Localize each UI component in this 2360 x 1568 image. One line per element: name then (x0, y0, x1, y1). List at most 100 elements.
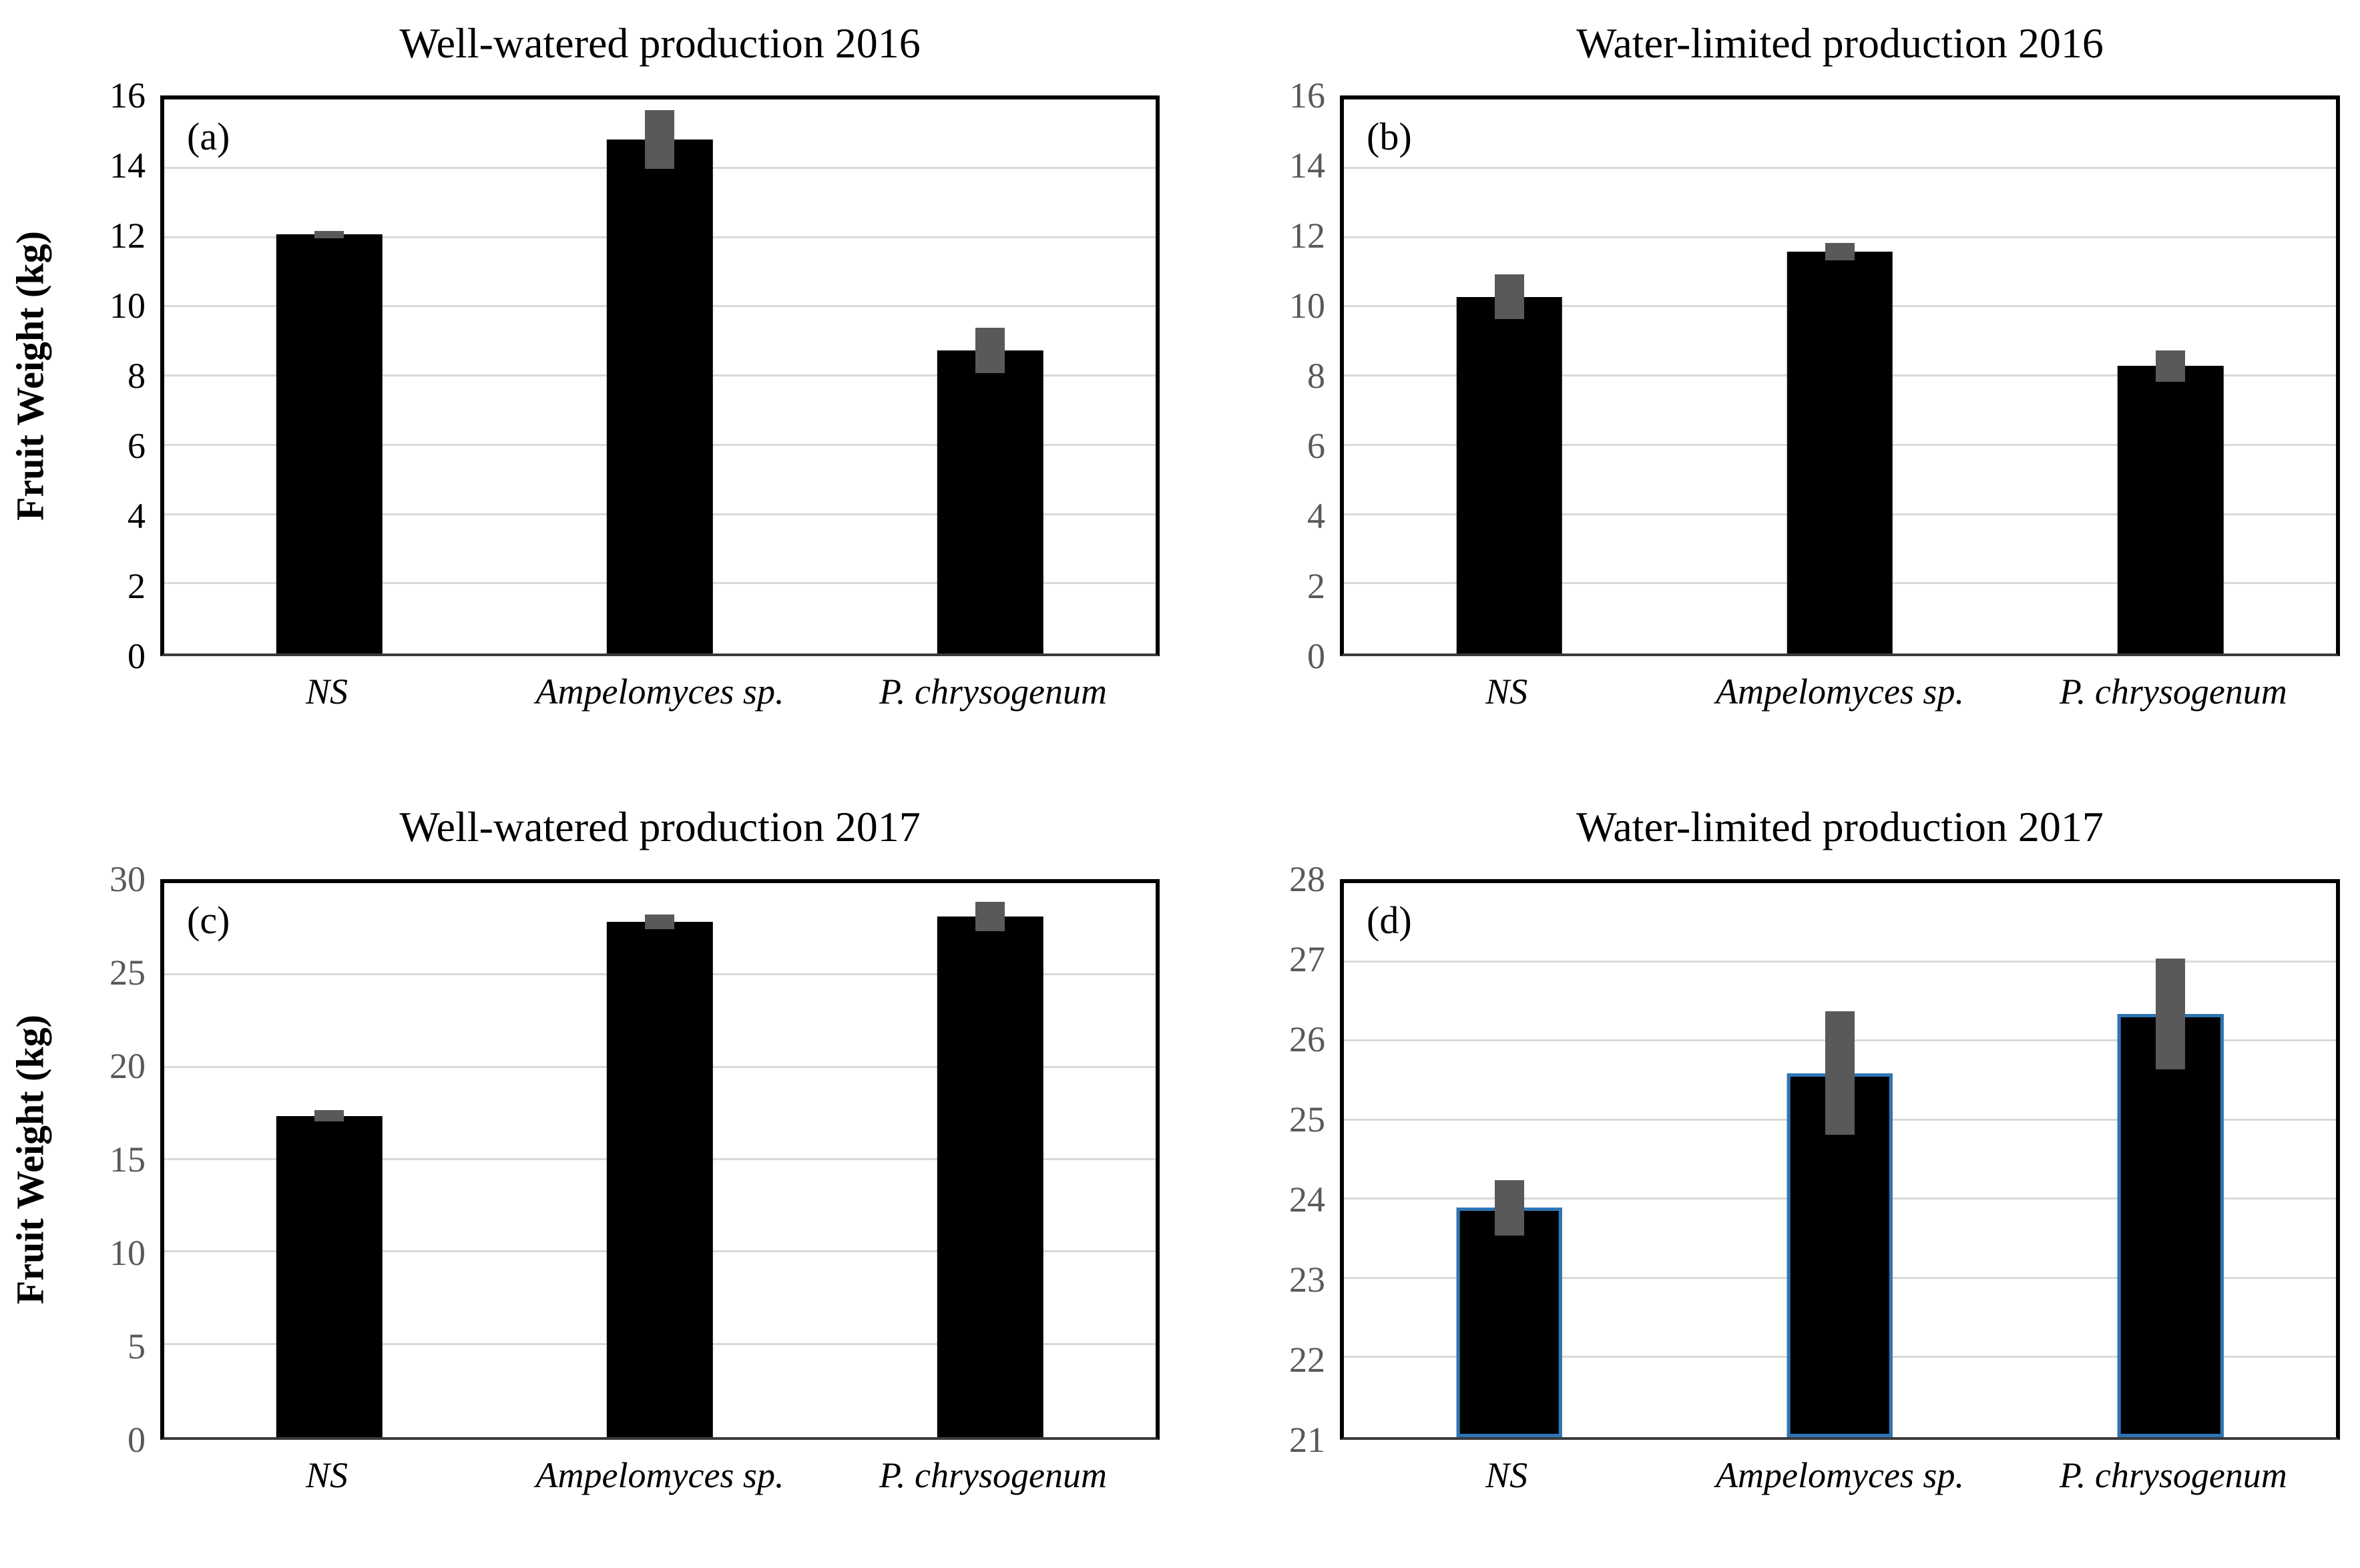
bar-slot (825, 99, 1156, 654)
y-tick-label: 20 (109, 1046, 146, 1087)
error-bar-line (1838, 1011, 1842, 1135)
plot-area: (b) (1340, 95, 2340, 656)
bar-slot (1674, 883, 2005, 1437)
y-tick-label: 8 (128, 356, 146, 396)
y-tick-label: 16 (109, 75, 146, 115)
error-bar (1494, 1180, 1524, 1236)
y-tick-label: 2 (128, 566, 146, 606)
y-tick-label: 25 (1289, 1099, 1325, 1139)
bar-slot (495, 883, 825, 1437)
panel-letter: (c) (187, 898, 230, 942)
error-bar-line (988, 901, 992, 931)
error-bar-line (1838, 243, 1842, 261)
y-axis-title: Fruit Weight (kg) (8, 1015, 52, 1304)
bar-ampelomyces-sp- (607, 922, 713, 1437)
x-category-label: Ampelomyces sp. (1716, 672, 1964, 712)
y-axis-ticks: 21 22 23 24 25 26 27 28 (1240, 861, 1340, 1458)
panel-d: Water-limited production 2017 21 22 23 24 25… (1180, 784, 2360, 1568)
y-axis-title (1180, 95, 1240, 656)
bar-ns (276, 1115, 383, 1437)
x-category-label: P. chrysogenum (879, 672, 1107, 712)
y-tick-label: 27 (1289, 939, 1325, 979)
x-category-label: P. chrysogenum (879, 1455, 1107, 1495)
error-bar-line (1507, 274, 1511, 320)
y-tick-label: 21 (1289, 1420, 1325, 1460)
plot-area: (d) (1340, 879, 2340, 1440)
chart-title: Water-limited production 2017 (1576, 803, 2104, 850)
bar-p-chrysogenum (937, 350, 1043, 654)
panel-c: Well-watered production 2017 Fruit Weigh… (0, 784, 1180, 1568)
error-bar (2156, 350, 2186, 382)
error-bar (645, 914, 675, 930)
panel-letter: (b) (1367, 115, 1412, 158)
error-bar (975, 901, 1005, 932)
x-category-label: Ampelomyces sp. (535, 672, 784, 712)
error-bar-line (1507, 1180, 1511, 1236)
bar-slot (164, 99, 495, 654)
y-tick-label: 12 (109, 216, 146, 256)
plot-area: (a) (160, 95, 1160, 656)
bar-slot (1344, 883, 1674, 1437)
y-tick-label: 0 (1307, 636, 1325, 676)
gridline (1344, 960, 2336, 963)
error-bar (1825, 1011, 1855, 1135)
y-tick-label: 4 (1307, 496, 1325, 536)
y-tick-label: 22 (1289, 1340, 1325, 1380)
panel-letter: (a) (187, 115, 230, 158)
x-category-label: Ampelomyces sp. (1716, 1455, 1964, 1495)
bar-slot (1674, 99, 2005, 654)
y-tick-label: 28 (1289, 859, 1325, 899)
error-bar (1825, 243, 1855, 261)
panel-letter: (d) (1367, 898, 1412, 942)
error-bar (2156, 958, 2186, 1069)
error-bar-line (2168, 350, 2172, 382)
bar-slot (164, 883, 495, 1437)
error-bar (314, 1110, 344, 1121)
bar-ns (1456, 1208, 1562, 1437)
y-tick-label: 26 (1289, 1019, 1325, 1059)
y-tick-label: 14 (109, 146, 146, 186)
y-tick-label: 16 (1289, 75, 1325, 115)
y-tick-label: 14 (1289, 146, 1325, 186)
bar-p-chrysogenum (2118, 1013, 2224, 1437)
y-tick-label: 2 (1307, 566, 1325, 606)
y-tick-label: 8 (1307, 356, 1325, 396)
y-tick-label: 25 (109, 953, 146, 993)
y-tick-label: 15 (109, 1139, 146, 1180)
chart-title: Water-limited production 2016 (1576, 19, 2104, 67)
bar-ampelomyces-sp- (1787, 252, 1893, 654)
y-axis-ticks: 0 2 4 6 8 10 12 14 16 (60, 77, 160, 674)
plot-area: (c) (160, 879, 1160, 1440)
bar-slot (825, 883, 1156, 1437)
bar-ns (1456, 296, 1562, 654)
panel-a: Well-watered production 2016 Fruit Weigh… (0, 0, 1180, 784)
y-axis-ticks: 0 2 4 6 8 10 12 14 16 (1240, 77, 1340, 674)
chart-title: Well-watered production 2017 (399, 803, 921, 850)
error-bar-line (327, 1110, 331, 1121)
bar-slot (495, 99, 825, 654)
x-category-label: NS (1485, 1455, 1528, 1495)
x-category-label: Ampelomyces sp. (535, 1455, 784, 1495)
y-tick-label: 24 (1289, 1180, 1325, 1220)
y-tick-label: 0 (128, 1420, 146, 1460)
x-category-label: NS (1485, 672, 1528, 712)
y-axis-ticks: 0 5 10 15 20 25 30 (60, 861, 160, 1458)
y-tick-label: 5 (128, 1326, 146, 1367)
y-tick-label: 10 (109, 1233, 146, 1274)
bar-slot (2005, 99, 2336, 654)
y-tick-label: 6 (128, 426, 146, 466)
y-tick-label: 30 (109, 859, 146, 899)
bar-ns (276, 234, 383, 654)
y-tick-label: 12 (1289, 216, 1325, 256)
y-axis-title (1180, 879, 1240, 1440)
error-bar (1494, 274, 1524, 320)
y-axis-title: Fruit Weight (kg) (8, 231, 52, 521)
bar-slot (2005, 883, 2336, 1437)
error-bar (645, 109, 675, 169)
error-bar (314, 231, 344, 238)
bar-ampelomyces-sp- (607, 139, 713, 654)
error-bar (975, 328, 1005, 374)
x-category-label: NS (305, 672, 348, 712)
panel-b: Water-limited production 2016 0 2 4 6 8 10 12 1… (1180, 0, 2360, 784)
